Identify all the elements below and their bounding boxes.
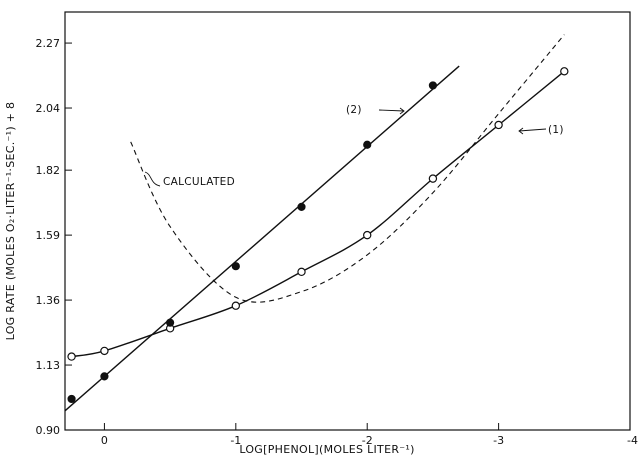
plot-frame: [64, 11, 631, 431]
y-axis: 0.90 1.13 1.36 1.59 1.82 2.04 2.27: [36, 37, 72, 437]
annotation-calculated-leader: [144, 171, 161, 187]
annotation-series-2: (2): [346, 104, 405, 116]
x-tick-label: -3: [493, 434, 504, 447]
annotation-series-1-arrow: [518, 127, 547, 135]
y-tick-label: 1.82: [36, 164, 61, 177]
y-tick-label: 1.36: [36, 294, 61, 307]
y-axis-title: LOG RATE (MOLES O₂·LITER⁻¹·SEC.⁻¹) + 8: [4, 102, 17, 341]
x-tick-label: -2: [362, 434, 373, 447]
series-1-point: [560, 67, 569, 76]
series-2-point: [67, 394, 76, 404]
annotation-series-1: (1): [518, 124, 564, 136]
series-lines: [64, 34, 565, 412]
y-tick-label: 0.90: [36, 424, 61, 437]
x-tick-label: 0: [101, 434, 108, 447]
x-tick-label: -4: [627, 434, 638, 447]
y-tick-label: 2.04: [36, 102, 61, 115]
series-1-point: [494, 120, 503, 130]
series-1-line: [71, 70, 565, 358]
annotation-calculated-label: CALCULATED: [163, 176, 235, 188]
series-2-point: [297, 202, 306, 211]
series-points: [67, 67, 569, 404]
series-1-point: [363, 230, 372, 240]
series-1-point: [100, 346, 109, 356]
annotation-series-2-label: (2): [346, 104, 362, 116]
series-2-point: [231, 262, 240, 271]
x-axis-title: LOG[PHENOL](MOLES LITER⁻¹): [239, 443, 414, 456]
series-2-point: [166, 318, 175, 327]
annotation-series-1-label: (1): [548, 124, 564, 136]
series-1-point: [231, 301, 241, 310]
calculated-line: [130, 34, 565, 303]
series-1-point: [428, 174, 438, 183]
annotation-series-2-arrow: [378, 107, 405, 115]
plot-area-border: [64, 11, 631, 431]
y-tick-label: 1.59: [36, 229, 61, 242]
series-1-point: [297, 267, 306, 277]
series-1-point: [67, 352, 76, 361]
x-tick-label: -1: [230, 434, 241, 447]
series-2-point: [363, 140, 372, 149]
series-2-line: [64, 65, 460, 412]
annotation-calculated: CALCULATED: [144, 171, 235, 188]
y-tick-label: 1.13: [36, 359, 61, 372]
series-2-point: [100, 372, 109, 381]
series-2-point: [428, 81, 438, 90]
x-axis: 0 -1 -2 -3 -4: [101, 423, 638, 447]
y-tick-label: 2.27: [36, 37, 61, 50]
